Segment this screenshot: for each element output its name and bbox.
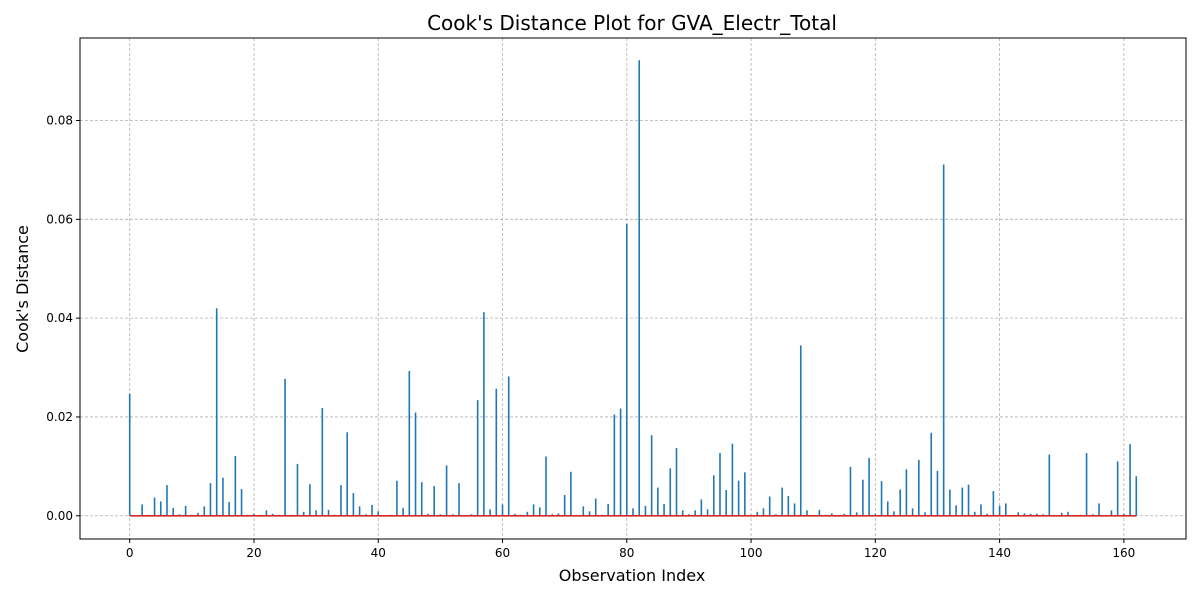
grid-lines: [80, 38, 1186, 539]
x-axis-label: Observation Index: [559, 566, 706, 585]
chart-title: Cook's Distance Plot for GVA_Electr_Tota…: [427, 11, 837, 35]
x-tick-label: 80: [619, 546, 634, 560]
axes: [76, 37, 1187, 543]
y-tick-label: 0.02: [46, 410, 73, 424]
plot-frame: [79, 37, 1187, 540]
x-tick-label: 120: [864, 546, 887, 560]
x-tick-label: 140: [988, 546, 1011, 560]
x-tick-label: 100: [740, 546, 763, 560]
y-tick-label: 0.08: [46, 114, 73, 128]
x-tick-label: 20: [246, 546, 261, 560]
x-tick-label: 40: [371, 546, 386, 560]
y-tick-label: 0.04: [46, 311, 73, 325]
chart-title-text: Cook's Distance Plot for GVA_Electr_Tota…: [427, 11, 837, 35]
x-tick-label: 0: [126, 546, 134, 560]
x-tick-label: 160: [1112, 546, 1135, 560]
tick-labels: 0 20 40 60 80 100 120 140 160 0.00 0.02 0.04 0.06 0.0…: [46, 114, 1135, 560]
y-axis-label: Cook's Distance: [13, 225, 32, 353]
x-tick-label: 60: [495, 546, 510, 560]
stem-series: [128, 60, 1138, 517]
y-tick-label: 0.00: [46, 509, 73, 523]
y-tick-label: 0.06: [46, 212, 73, 226]
